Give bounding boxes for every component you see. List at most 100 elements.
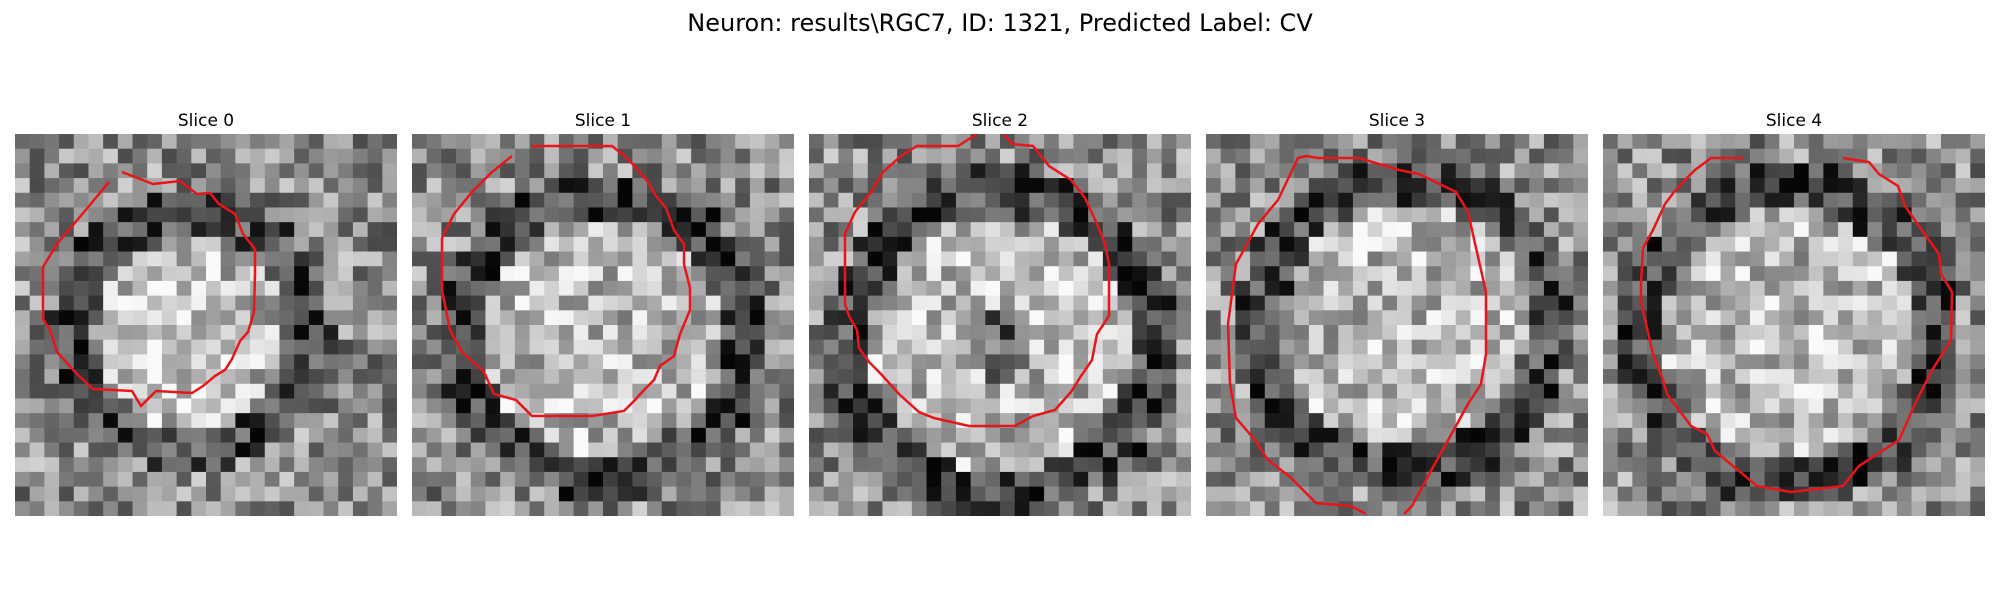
- image-pixel: [352, 471, 369, 488]
- image-pixel: [1499, 354, 1516, 370]
- image-pixel: [1000, 134, 1016, 150]
- image-pixel: [1926, 192, 1942, 209]
- image-pixel: [500, 295, 516, 311]
- image-pixel: [1955, 413, 1971, 429]
- image-pixel: [1279, 295, 1295, 311]
- image-pixel: [1058, 398, 1075, 414]
- image-pixel: [764, 163, 780, 179]
- image-pixel: [1397, 222, 1413, 238]
- image-pixel: [1220, 471, 1236, 488]
- image-pixel: [691, 501, 707, 516]
- image-pixel: [191, 427, 207, 444]
- image-pixel: [1735, 295, 1751, 311]
- image-pixel: [367, 280, 383, 297]
- image-pixel: [176, 207, 192, 223]
- image-pixel: [1632, 134, 1648, 150]
- image-pixel: [1338, 236, 1354, 253]
- image-pixel: [1044, 192, 1060, 209]
- image-pixel: [456, 339, 472, 355]
- image-pixel: [970, 134, 986, 150]
- image-pixel: [117, 427, 134, 444]
- image-pixel: [985, 295, 1001, 311]
- image-pixel: [412, 339, 428, 355]
- image-pixel: [1573, 310, 1588, 326]
- image-pixel: [88, 457, 104, 473]
- image-pixel: [911, 369, 928, 385]
- image-pixel: [1367, 266, 1383, 282]
- image-pixel: [1911, 501, 1927, 516]
- image-pixel: [147, 280, 163, 297]
- image-pixel: [73, 442, 90, 458]
- image-pixel: [1220, 413, 1236, 429]
- image-pixel: [1132, 354, 1148, 370]
- image-pixel: [1691, 325, 1707, 341]
- image-pixel: [1308, 266, 1325, 282]
- image-pixel: [500, 192, 516, 209]
- image-pixel: [15, 339, 31, 355]
- image-pixel: [691, 178, 707, 194]
- image-pixel: [779, 325, 794, 341]
- image-pixel: [1543, 369, 1560, 385]
- image-pixel: [191, 457, 207, 473]
- image-pixel: [338, 163, 354, 179]
- image-pixel: [1367, 148, 1383, 164]
- segmentation-contour: [1226, 154, 1488, 516]
- image-pixel: [1573, 280, 1588, 297]
- image-pixel: [1558, 134, 1574, 150]
- image-pixel: [441, 280, 457, 297]
- slice-title: Slice 3: [1368, 111, 1426, 131]
- image-pixel: [1558, 354, 1574, 370]
- image-pixel: [1220, 486, 1236, 502]
- image-pixel: [749, 134, 766, 150]
- image-pixel: [1573, 369, 1588, 385]
- image-pixel: [441, 427, 457, 444]
- image-pixel: [1088, 369, 1104, 385]
- image-pixel: [705, 178, 722, 194]
- image-pixel: [1573, 148, 1588, 164]
- image-pixel: [1485, 192, 1501, 209]
- image-pixel: [1367, 207, 1383, 223]
- image-pixel: [514, 310, 531, 326]
- image-pixel: [1102, 222, 1119, 238]
- image-pixel: [617, 442, 633, 458]
- image-pixel: [279, 134, 295, 150]
- image-pixel: [1397, 280, 1413, 297]
- image-pixel: [1603, 163, 1619, 179]
- image-pixel: [882, 325, 898, 341]
- image-pixel: [1323, 207, 1339, 223]
- image-pixel: [1220, 207, 1236, 223]
- image-pixel: [1485, 178, 1501, 194]
- image-pixel: [853, 178, 869, 194]
- image-pixel: [338, 222, 354, 238]
- image-pixel: [1764, 222, 1780, 238]
- image-pixel: [1352, 339, 1369, 355]
- image-pixel: [352, 427, 369, 444]
- image-pixel: [705, 501, 722, 516]
- image-pixel: [720, 148, 736, 164]
- image-pixel: [456, 457, 472, 473]
- image-pixel: [1940, 369, 1957, 385]
- image-pixel: [1294, 383, 1310, 400]
- image-pixel: [1323, 325, 1339, 341]
- image-pixel: [161, 339, 178, 355]
- image-pixel: [1338, 369, 1354, 385]
- image-pixel: [412, 471, 428, 488]
- image-pixel: [911, 280, 928, 297]
- image-pixel: [456, 325, 472, 341]
- image-pixel: [1176, 134, 1191, 150]
- image-pixel: [558, 354, 575, 370]
- image-pixel: [323, 280, 339, 297]
- image-pixel: [1058, 222, 1075, 238]
- image-pixel: [1573, 413, 1588, 429]
- image-pixel: [1044, 251, 1060, 267]
- image-pixel: [1235, 236, 1251, 253]
- image-pixel: [73, 471, 90, 488]
- image-pixel: [514, 383, 531, 400]
- image-pixel: [264, 398, 281, 414]
- image-pixel: [338, 427, 354, 444]
- image-pixel: [1058, 251, 1075, 267]
- image-pixel: [29, 501, 45, 516]
- image-pixel: [15, 501, 31, 516]
- image-pixel: [1558, 222, 1574, 238]
- image-pixel: [1882, 413, 1898, 429]
